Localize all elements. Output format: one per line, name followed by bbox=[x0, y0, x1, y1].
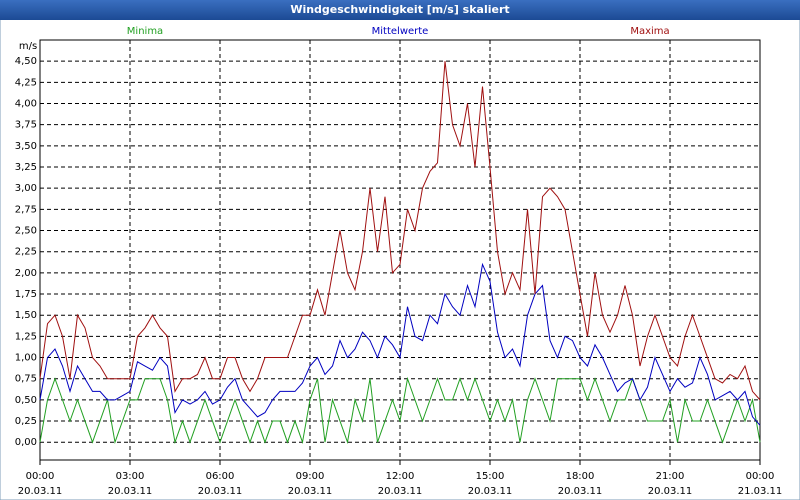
y-tick-label: 4,00 bbox=[15, 99, 37, 110]
y-tick-label: 3,00 bbox=[15, 183, 37, 194]
x-tick-label: 03:00 bbox=[116, 471, 145, 482]
x-tick-label: 21:00 bbox=[656, 471, 685, 482]
x-tick-date: 20.03.11 bbox=[288, 486, 333, 497]
series-line bbox=[39, 61, 761, 401]
x-tick-date: 20.03.11 bbox=[558, 486, 603, 497]
x-tick-date: 21.03.11 bbox=[738, 486, 783, 497]
x-tick-label: 15:00 bbox=[476, 471, 505, 482]
x-tick-label: 18:00 bbox=[566, 471, 595, 482]
y-tick-label: 0,00 bbox=[15, 437, 37, 448]
legend-label: Maxima bbox=[630, 26, 669, 37]
x-tick-date: 20.03.11 bbox=[198, 486, 243, 497]
y-tick-label: 4,25 bbox=[15, 77, 37, 88]
y-tick-label: 2,50 bbox=[15, 226, 37, 237]
x-tick-label: 06:00 bbox=[206, 471, 235, 482]
y-tick-label: 0,75 bbox=[15, 374, 37, 385]
x-tick-date: 20.03.11 bbox=[648, 486, 693, 497]
y-tick-label: 3,75 bbox=[15, 120, 37, 131]
x-tick-date: 20.03.11 bbox=[108, 486, 153, 497]
y-tick-label: 0,50 bbox=[15, 395, 37, 406]
x-tick-label: 09:00 bbox=[296, 471, 325, 482]
y-tick-label: 1,00 bbox=[15, 353, 37, 364]
y-tick-label: 2,75 bbox=[15, 204, 37, 215]
y-tick-label: 4,50 bbox=[15, 56, 37, 67]
y-tick-label: 1,25 bbox=[15, 331, 37, 342]
legend-label: Mittelwerte bbox=[372, 26, 429, 37]
x-tick-label: 12:00 bbox=[386, 471, 415, 482]
title-bar bbox=[0, 0, 800, 20]
x-tick-label: 00:00 bbox=[746, 471, 775, 482]
x-tick-label: 00:00 bbox=[26, 471, 55, 482]
y-axis-label: m/s bbox=[19, 41, 37, 52]
y-tick-label: 1,75 bbox=[15, 289, 37, 300]
series-line bbox=[39, 262, 761, 426]
y-tick-label: 3,50 bbox=[15, 141, 37, 152]
y-tick-label: 3,25 bbox=[15, 162, 37, 173]
x-tick-date: 20.03.11 bbox=[18, 486, 63, 497]
y-tick-label: 2,25 bbox=[15, 247, 37, 258]
y-tick-label: 1,50 bbox=[15, 310, 37, 321]
x-tick-date: 20.03.11 bbox=[468, 486, 513, 497]
legend-label: Minima bbox=[127, 26, 163, 37]
y-tick-label: 0,25 bbox=[15, 416, 37, 427]
chart-title: Windgeschwindigkeit [m/s] skaliert bbox=[290, 3, 509, 16]
y-tick-label: 2,00 bbox=[15, 268, 37, 279]
x-tick-date: 20.03.11 bbox=[378, 486, 423, 497]
